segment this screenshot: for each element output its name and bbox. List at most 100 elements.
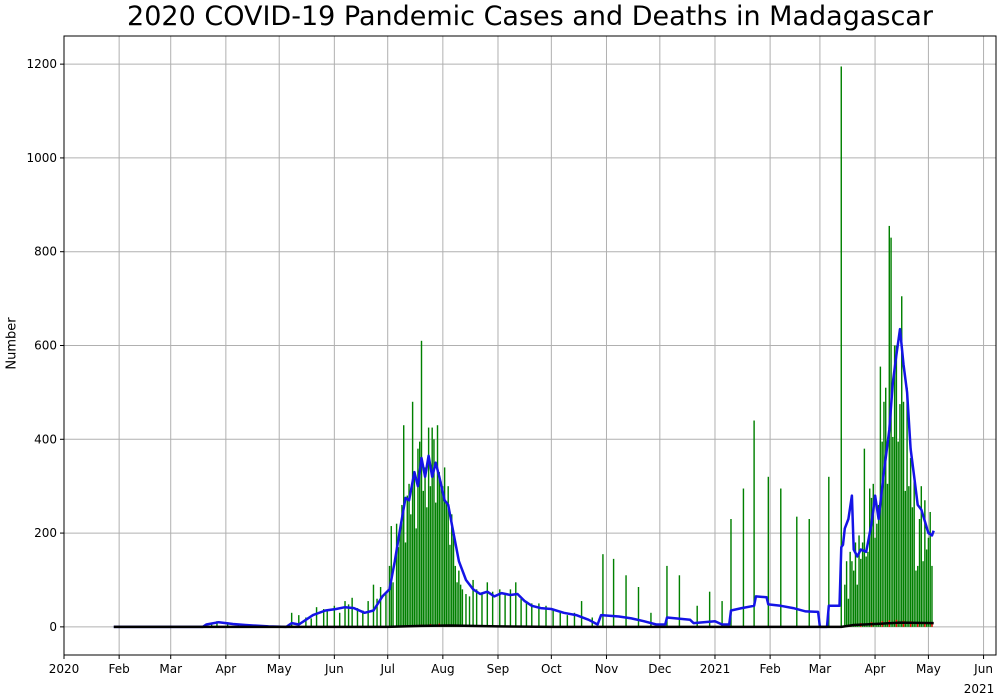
bar-mark — [865, 556, 867, 627]
bar-mark — [298, 615, 300, 627]
bar-mark — [486, 582, 489, 627]
bar-mark — [347, 604, 350, 627]
x-tick-label: Aug — [431, 662, 454, 676]
bar-mark — [422, 490, 424, 627]
bar-mark — [861, 542, 864, 627]
bar-mark — [461, 589, 464, 627]
bar-mark — [520, 598, 522, 627]
bar-mark — [844, 584, 846, 627]
bar-mark — [881, 441, 883, 627]
bar-mark — [459, 584, 462, 627]
bar-mark — [796, 516, 798, 627]
bar-mark — [475, 589, 478, 627]
x-tick-label: Dec — [648, 662, 671, 676]
bar-mark — [442, 486, 444, 627]
x-tick-label: Nov — [595, 662, 618, 676]
bar-mark — [458, 570, 460, 627]
ticks-layer: 0 200 400 600 800 1000 1200 2020 Feb Mar Apr May Jun… — [26, 57, 992, 676]
x-tick-label: Sep — [487, 662, 510, 676]
bar-mark — [917, 565, 919, 627]
bar-mark — [883, 401, 885, 627]
bar-mark — [424, 467, 426, 627]
bar-mark — [552, 610, 554, 627]
bar-mark — [456, 582, 458, 627]
bar-mark — [438, 472, 441, 627]
bar-mark — [440, 481, 442, 627]
y-tick-label: 1000 — [26, 151, 57, 165]
bar-mark — [906, 387, 908, 627]
bar-mark — [922, 561, 924, 627]
bar-mark — [901, 296, 903, 627]
bar-mark — [545, 605, 547, 627]
bar-mark — [860, 558, 862, 627]
bar-mark — [326, 610, 328, 627]
bar-mark — [525, 601, 528, 627]
bar-mark — [397, 547, 400, 627]
bar-mark — [929, 511, 931, 627]
x-tick-label: Apr — [865, 662, 886, 676]
x-tick-label: Jun — [324, 662, 344, 676]
x-tick-label: Apr — [215, 662, 236, 676]
bar-mark — [909, 621, 912, 627]
bar-mark — [433, 439, 435, 627]
bar-mark — [637, 587, 640, 627]
bar-mark — [538, 603, 540, 627]
bar-mark — [602, 554, 604, 627]
y-tick-label: 800 — [34, 245, 57, 259]
bar-mark — [392, 582, 394, 627]
bar-mark — [924, 500, 926, 627]
x-tick-label: 2021 — [700, 662, 731, 676]
x-tick-label: Jun — [973, 662, 993, 676]
bar-mark — [216, 621, 218, 627]
bar-mark — [876, 523, 878, 627]
lines-layer — [113, 327, 935, 629]
bar-mark — [468, 596, 471, 627]
bar-mark — [915, 570, 917, 627]
bar-mark — [892, 436, 894, 627]
bar-mark — [452, 530, 455, 627]
bar-mark — [767, 476, 770, 627]
bar-mark — [356, 608, 359, 627]
bar-mark — [426, 507, 428, 627]
bar-mark — [920, 486, 923, 627]
bar-mark — [559, 612, 561, 627]
bar-mark — [413, 472, 416, 627]
bar-mark — [451, 514, 453, 627]
bar-mark — [869, 488, 871, 627]
bar-mark — [908, 486, 910, 627]
bar-mark — [491, 591, 494, 627]
bar-mark — [845, 561, 848, 627]
bar-mark — [403, 425, 405, 627]
bar-mark — [625, 575, 627, 627]
bar-mark — [372, 584, 375, 627]
bar-mark — [885, 387, 887, 627]
bar-mark — [435, 502, 437, 627]
bar-mark — [931, 623, 933, 627]
bar-mark — [913, 481, 915, 627]
bar-mark — [472, 579, 474, 627]
bar-mark — [742, 488, 745, 627]
bar-mark — [429, 486, 432, 627]
bar-mark — [931, 565, 933, 627]
bar-mark — [431, 427, 433, 627]
bar-mark — [678, 575, 681, 627]
bar-mark — [897, 441, 899, 627]
bar-mark — [573, 612, 576, 627]
series-line — [113, 327, 935, 629]
x-tick-label: Mar — [159, 662, 182, 676]
bar-mark — [696, 605, 698, 627]
bar-mark — [305, 617, 307, 627]
bars-layer — [203, 66, 933, 627]
x-tick-label: May — [916, 662, 941, 676]
bar-mark — [580, 601, 583, 627]
x-tick-label: Oct — [541, 662, 562, 676]
bar-mark — [753, 420, 755, 627]
bar-mark — [379, 587, 382, 627]
y-tick-label: 600 — [34, 339, 57, 353]
bar-mark — [893, 345, 896, 627]
bar-mark — [911, 507, 914, 627]
x-tick-label: Feb — [109, 662, 130, 676]
x-tick-label: May — [267, 662, 292, 676]
bar-mark — [854, 542, 857, 627]
